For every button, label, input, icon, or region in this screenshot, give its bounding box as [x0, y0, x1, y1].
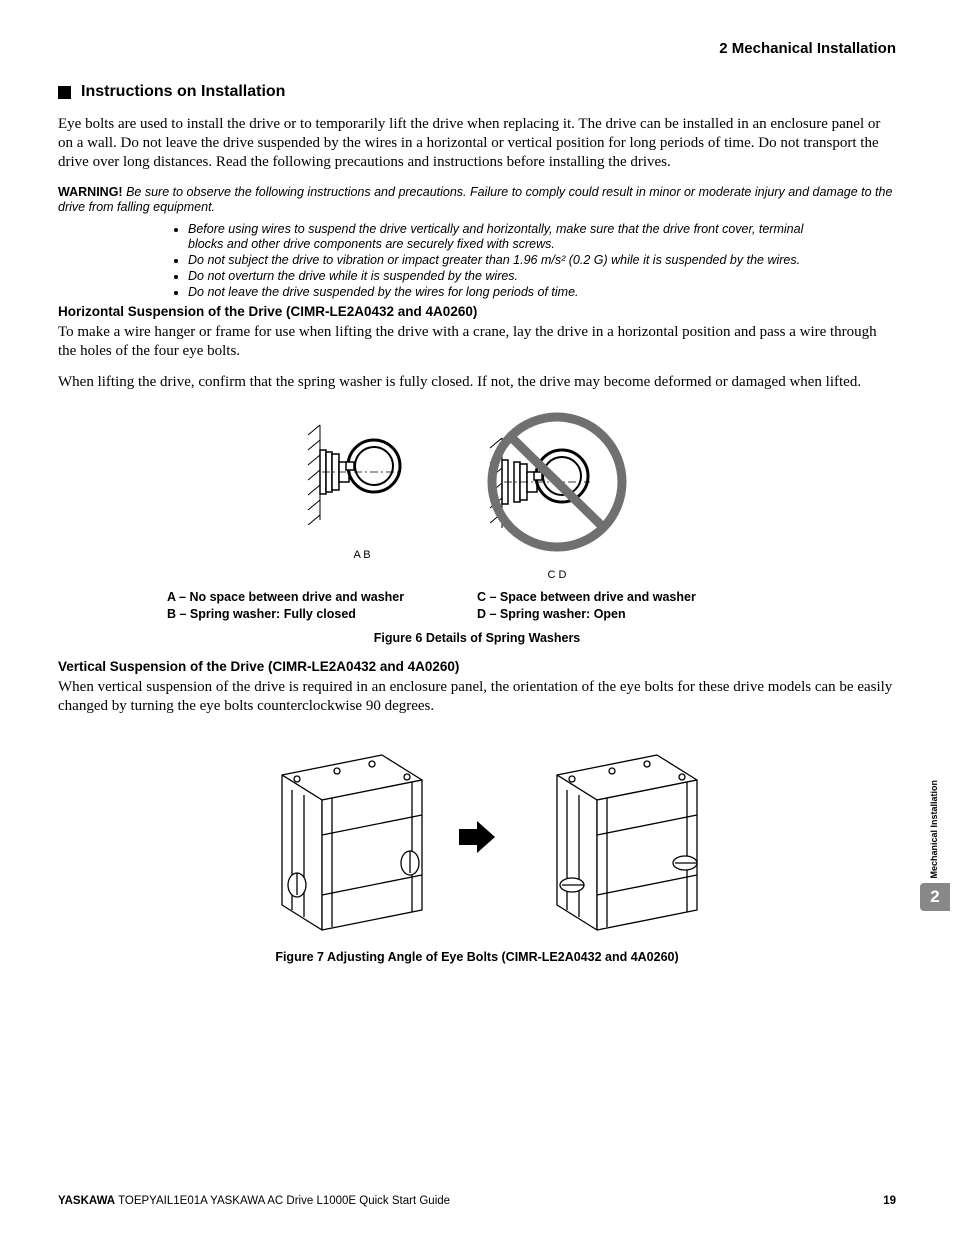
side-tab-number: 2 [920, 883, 950, 911]
warning-text: Be sure to observe the following instruc… [58, 185, 892, 215]
list-item: Do not subject the drive to vibration or… [188, 253, 836, 268]
page-footer: YASKAWA TOEPYAIL1E01A YASKAWA AC Drive L… [58, 1195, 896, 1207]
figure-6-caption: Figure 6 Details of Spring Washers [58, 631, 896, 645]
horizontal-para-1: To make a wire hanger or frame for use w… [58, 323, 896, 361]
spring-washer-correct-icon [302, 410, 422, 540]
figure-6-left-labels: A B [302, 549, 422, 561]
drive-before-icon [242, 735, 437, 940]
section-bullet-icon [58, 86, 71, 99]
figure-6-right: C D [462, 410, 652, 581]
horizontal-para-2: When lifting the drive, confirm that the… [58, 373, 896, 392]
chapter-header: 2 Mechanical Installation [58, 40, 896, 57]
side-tab-label: Mechanical Installation [930, 780, 939, 879]
list-item: Before using wires to suspend the drive … [188, 222, 836, 252]
section-title: Instructions on Installation [58, 83, 896, 101]
warning-label: WARNING! [58, 185, 123, 199]
figure-6-right-labels: C D [462, 569, 652, 581]
vertical-para: When vertical suspension of the drive is… [58, 678, 896, 716]
footer-doc: TOEPYAIL1E01A YASKAWA AC Drive L1000E Qu… [115, 1195, 450, 1207]
intro-paragraph: Eye bolts are used to install the drive … [58, 115, 896, 173]
subheading-vertical: Vertical Suspension of the Drive (CIMR-L… [58, 659, 896, 674]
legend-c: C – Space between drive and washer [477, 589, 787, 606]
page-number: 19 [883, 1195, 896, 1207]
figure-7-row [58, 735, 896, 940]
footer-brand: YASKAWA [58, 1195, 115, 1207]
figure-6-left: A B [302, 410, 422, 581]
precautions-list: Before using wires to suspend the drive … [188, 222, 896, 300]
list-item: Do not overturn the drive while it is su… [188, 269, 836, 284]
drive-after-icon [517, 735, 712, 940]
legend-a: A – No space between drive and washer [167, 589, 477, 606]
subheading-horizontal: Horizontal Suspension of the Drive (CIMR… [58, 304, 896, 319]
figure-6-row: A B [58, 410, 896, 581]
legend-d: D – Spring washer: Open [477, 606, 787, 623]
legend-b: B – Spring washer: Fully closed [167, 606, 477, 623]
figure-7-caption: Figure 7 Adjusting Angle of Eye Bolts (C… [58, 950, 896, 964]
spring-washer-incorrect-icon [462, 410, 652, 560]
list-item: Do not leave the drive suspended by the … [188, 285, 836, 300]
section-title-text: Instructions on Installation [81, 83, 285, 101]
side-tab: Mechanical Installation 2 [916, 780, 954, 911]
warning-block: WARNING! Be sure to observe the followin… [58, 185, 896, 216]
figure-6-legend: A – No space between drive and washer B … [58, 589, 896, 623]
arrow-right-icon [457, 817, 497, 857]
footer-left: YASKAWA TOEPYAIL1E01A YASKAWA AC Drive L… [58, 1195, 450, 1207]
